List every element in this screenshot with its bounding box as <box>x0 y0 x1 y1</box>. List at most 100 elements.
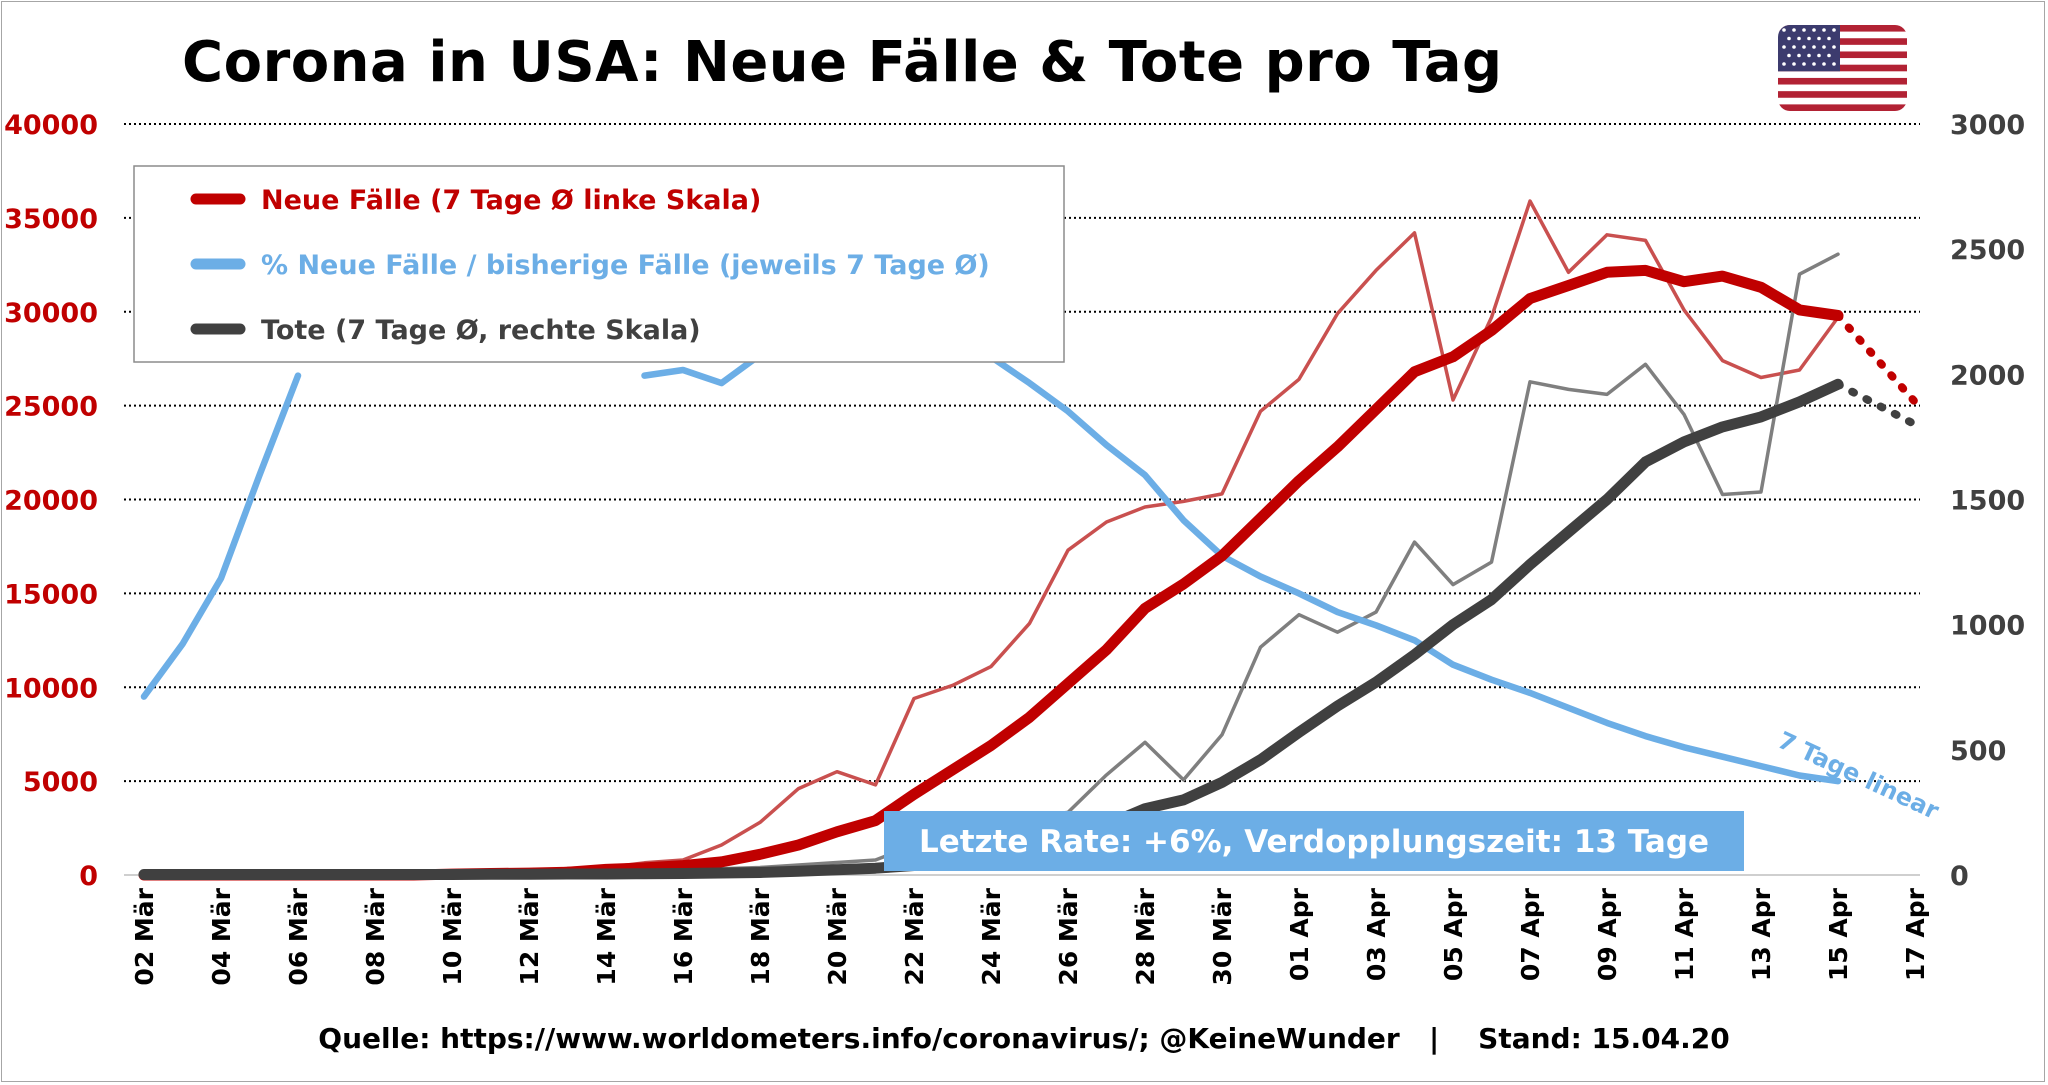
series-line <box>1834 380 1919 429</box>
legend: Neue Fälle (7 Tage Ø linke Skala) % Neue … <box>133 165 1065 363</box>
series-line <box>140 372 302 700</box>
flag-star <box>1807 36 1811 41</box>
right-axis-ticks: 0 500 1000 1500 2000 2500 3000 <box>1950 110 2025 892</box>
flag-star <box>1822 62 1826 66</box>
flag-star <box>1787 36 1791 41</box>
x-axis-ticks: 02 Mär 04 Mär 06 Mär 08 Mär 10 Mär 12 Mär 14 M… <box>130 887 1930 985</box>
x-axis-tick: 08 Mär <box>361 887 390 985</box>
flag-star <box>1797 53 1801 58</box>
x-axis-tick: 30 Mär <box>1208 887 1237 985</box>
flag-canton <box>1778 25 1840 72</box>
legend-label: Neue Fälle (7 Tage Ø linke Skala) <box>261 185 761 216</box>
flag-star <box>1792 62 1796 66</box>
flag-stripe <box>1778 58 1907 65</box>
flag-stripe <box>1778 25 1907 32</box>
right-axis-tick: 0 <box>1950 861 1969 892</box>
right-axis-tick: 1500 <box>1950 486 2025 517</box>
flag-star <box>1787 53 1791 58</box>
flag-star <box>1792 28 1796 32</box>
flag-star <box>1812 28 1816 32</box>
flag-stripe <box>1778 51 1907 59</box>
x-axis-tick: 05 Apr <box>1439 887 1468 981</box>
chart-title: Corona in USA: Neue Fälle & Tote pro Tag <box>182 30 1503 95</box>
series-line <box>987 353 1842 785</box>
left-axis-tick: 25000 <box>4 392 98 423</box>
rate-box: Letzte Rate: +6%, Verdopplungszeit: 13 T… <box>884 811 1744 871</box>
left-axis-tick: 15000 <box>4 579 98 610</box>
flag-stripe <box>1778 91 1907 99</box>
flag-star <box>1827 36 1831 41</box>
x-axis-tick: 09 Apr <box>1593 887 1622 981</box>
flag-star <box>1822 28 1826 32</box>
rate-box-bg <box>884 811 1744 871</box>
rate-box-text: Letzte Rate: +6%, Verdopplungszeit: 13 T… <box>919 824 1709 860</box>
flag-star <box>1792 45 1796 49</box>
flag-star <box>1832 28 1836 32</box>
flag-stripe <box>1778 97 1907 105</box>
x-axis-tick: 28 Mär <box>1131 887 1160 985</box>
flag-star <box>1802 45 1806 49</box>
x-axis-tick: 18 Mär <box>746 887 775 985</box>
flag-star <box>1782 45 1786 49</box>
x-axis-tick: 02 Mär <box>130 887 159 985</box>
x-axis-tick: 17 Apr <box>1901 887 1930 981</box>
x-axis-tick: 06 Mär <box>284 887 313 985</box>
flag-star <box>1802 28 1806 32</box>
x-axis-tick: 13 Apr <box>1747 887 1776 981</box>
left-axis-tick: 35000 <box>4 204 98 235</box>
left-axis-tick: 5000 <box>23 767 98 798</box>
x-axis-tick: 04 Mär <box>207 887 236 985</box>
x-axis-tick: 16 Mär <box>669 887 698 985</box>
flag-star <box>1802 62 1806 66</box>
series-line <box>641 351 764 387</box>
left-axis-tick: 20000 <box>4 486 98 517</box>
flag-star <box>1812 45 1816 49</box>
x-axis-tick: 24 Mär <box>977 887 1006 985</box>
series-line <box>1834 311 1919 406</box>
flag-stripe <box>1778 31 1907 39</box>
x-axis-tick: 22 Mär <box>900 887 929 985</box>
right-axis-tick: 1000 <box>1950 611 2025 642</box>
us-flag-icon <box>1778 25 1907 111</box>
flag-star <box>1797 36 1801 41</box>
flag-stripe <box>1778 77 1907 85</box>
flag-stripe <box>1778 104 1907 111</box>
flag-star <box>1827 53 1831 58</box>
flag-stripe <box>1778 84 1907 92</box>
right-axis-tick: 3000 <box>1950 110 2025 141</box>
series-line <box>138 378 1844 880</box>
x-axis-tick: 03 Apr <box>1362 887 1391 981</box>
x-axis-tick: 20 Mär <box>823 887 852 985</box>
left-axis-tick: 30000 <box>4 298 98 329</box>
right-axis-tick: 2500 <box>1950 235 2025 266</box>
flag-stripe <box>1778 64 1907 72</box>
right-axis-tick: 500 <box>1950 736 2006 767</box>
x-axis-tick: 07 Apr <box>1516 887 1545 981</box>
legend-label: Tote (7 Tage Ø, rechte Skala) <box>261 315 701 346</box>
x-axis-tick: 10 Mär <box>438 887 467 985</box>
x-axis-tick: 12 Mär <box>515 887 544 985</box>
x-axis-tick: 01 Apr <box>1285 887 1314 981</box>
flag-star <box>1782 62 1786 66</box>
gridlines <box>124 123 1920 876</box>
flag-star <box>1817 53 1821 58</box>
x-axis-tick: 26 Mär <box>1054 887 1083 985</box>
source-line: Quelle: https://www.worldometers.info/co… <box>318 1022 1730 1055</box>
flag-star <box>1807 53 1811 58</box>
flag-stripe <box>1778 44 1907 52</box>
flag-star <box>1832 62 1836 66</box>
left-axis-tick: 0 <box>79 861 98 892</box>
legend-box <box>133 165 1065 363</box>
x-axis-tick: 11 Apr <box>1670 887 1699 981</box>
flag-star <box>1832 45 1836 49</box>
x-axis-tick: 14 Mär <box>592 887 621 985</box>
right-axis-tick: 2000 <box>1950 360 2025 391</box>
left-axis-tick: 10000 <box>4 673 98 704</box>
x-axis-tick: 15 Apr <box>1824 887 1853 981</box>
left-axis-tick: 40000 <box>4 110 98 141</box>
legend-label: % Neue Fälle / bisherige Fälle (jeweils … <box>261 250 990 281</box>
flag-star <box>1817 36 1821 41</box>
series-layer <box>138 199 1919 881</box>
